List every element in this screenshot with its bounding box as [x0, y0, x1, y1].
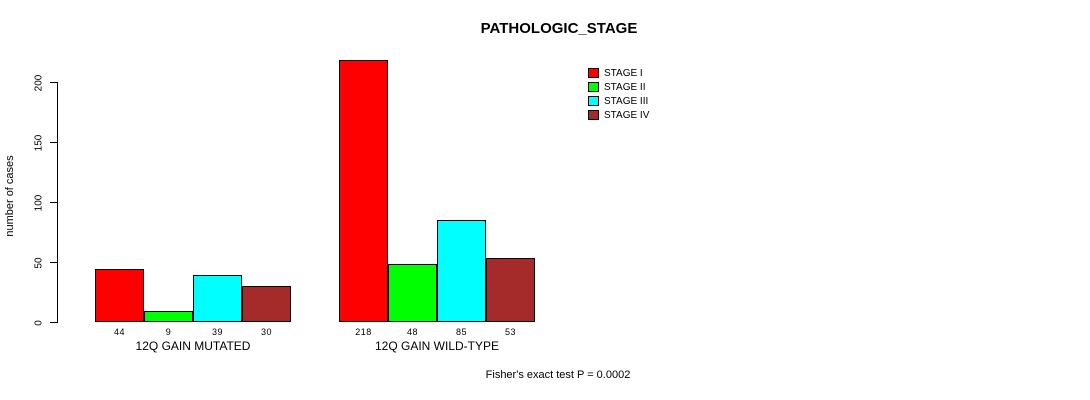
- bar-stage-i: [339, 60, 388, 322]
- y-tick-mark: [50, 202, 57, 203]
- bar-value-label: 39: [211, 327, 223, 337]
- legend-swatch-stage-i: [588, 68, 599, 78]
- bar-stage-ii: [144, 311, 193, 322]
- category-label: 12Q GAIN WILD-TYPE: [374, 339, 500, 353]
- legend-label: STAGE III: [604, 95, 649, 107]
- bar-stage-iv: [242, 286, 291, 322]
- y-tick-mark: [50, 82, 57, 83]
- bar-value-label: 53: [504, 327, 516, 337]
- legend-swatch-stage-iv: [588, 110, 599, 120]
- bar-value-label: 85: [455, 327, 467, 337]
- y-tick-label: 200: [33, 74, 45, 91]
- y-tick-label: 0: [33, 319, 45, 326]
- bar-stage-iv: [486, 258, 535, 322]
- y-tick-label: 100: [33, 194, 45, 211]
- legend-item: STAGE III: [588, 94, 648, 108]
- bar-value-label: 218: [355, 327, 372, 337]
- fisher-test-annotation: Fisher's exact test P = 0.0002: [485, 369, 631, 381]
- y-tick-mark: [50, 262, 57, 263]
- category-label: 12Q GAIN MUTATED: [135, 339, 251, 353]
- y-tick-label: 150: [33, 134, 45, 151]
- bar-stage-ii: [388, 264, 437, 322]
- chart-title: PATHOLOGIC_STAGE: [480, 20, 638, 37]
- bar-value-label: 30: [260, 327, 272, 337]
- y-axis-label: number of cases: [4, 155, 16, 237]
- legend-swatch-stage-ii: [588, 82, 599, 92]
- y-tick-label: 50: [33, 256, 45, 269]
- bar-value-label: 9: [165, 327, 172, 337]
- legend-swatch-stage-iii: [588, 96, 599, 106]
- legend-label: STAGE II: [604, 81, 646, 93]
- legend-item: STAGE II: [588, 80, 646, 94]
- bar-stage-iii: [437, 220, 486, 322]
- bar-value-label: 44: [113, 327, 125, 337]
- bar-stage-iii: [193, 275, 242, 322]
- legend-label: STAGE I: [604, 67, 643, 79]
- y-axis-line: [57, 82, 58, 323]
- legend-label: STAGE IV: [604, 109, 650, 121]
- legend-item: STAGE I: [588, 66, 643, 80]
- y-tick-mark: [50, 142, 57, 143]
- bar-value-label: 48: [406, 327, 418, 337]
- legend-item: STAGE IV: [588, 108, 649, 122]
- bar-stage-i: [95, 269, 144, 322]
- y-tick-mark: [50, 322, 57, 323]
